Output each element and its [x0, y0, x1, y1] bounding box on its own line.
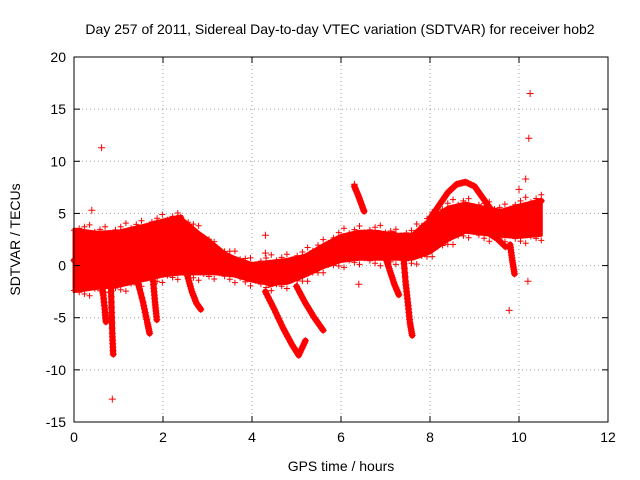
outlier-point [522, 175, 530, 183]
series-tail-5.0 [261, 288, 309, 359]
x-tick-label: 6 [337, 429, 345, 445]
series-tail-7.5 [399, 251, 416, 339]
arc-markers [506, 241, 518, 278]
series-arc-post-noon-rising [266, 230, 398, 288]
outlier-point [261, 231, 269, 239]
arc-markers [266, 230, 398, 288]
x-tick-label: 10 [511, 429, 527, 445]
series-main-band [71, 191, 545, 299]
outlier-point [524, 277, 532, 285]
y-tick-label: 20 [50, 49, 66, 65]
x-tick-label: 2 [159, 429, 167, 445]
x-tick-label: 8 [426, 429, 434, 445]
tick-labels: 0 2 4 6 8 10 12 -15 -10 -5 0 5 10 15 20 [46, 49, 616, 445]
series-tail-0.9 [107, 267, 117, 358]
chart-title: Day 257 of 2011, Sidereal Day-to-day VTE… [85, 21, 594, 37]
y-tick-label: 10 [50, 153, 66, 169]
series-outliers [88, 90, 534, 403]
x-tick-label: 4 [248, 429, 256, 445]
arc-markers [261, 288, 309, 359]
outlier-point [108, 395, 116, 403]
outlier-point [261, 249, 269, 257]
series-tail-9.9 [506, 241, 518, 278]
series-tail-1.8 [149, 277, 161, 324]
series-tail-0.7 [97, 267, 110, 326]
arc-markers [132, 272, 154, 337]
grid-lines [74, 57, 608, 422]
arc-markers [399, 251, 416, 339]
series-tail-5.6 [293, 282, 327, 334]
y-tick-label: 15 [50, 101, 66, 117]
arc-markers [382, 253, 403, 299]
series-tail-7.2 [382, 253, 403, 299]
series-arc-left-rising [70, 214, 185, 264]
arc-markers [149, 277, 161, 324]
series-tail-6.4 [350, 182, 368, 215]
y-tick-label: 0 [58, 258, 66, 274]
y-tick-label: 5 [58, 205, 66, 221]
outlier-point [505, 306, 513, 314]
y-tick-label: -10 [46, 362, 66, 378]
y-tick-label: -5 [54, 310, 67, 326]
x-axis-label: GPS time / hours [288, 458, 395, 474]
outlier-point [350, 180, 358, 188]
y-axis-label: SDTVAR / TECUs [7, 183, 23, 295]
outlier-point [515, 185, 523, 193]
arc-markers [97, 267, 110, 326]
x-tick-label: 0 [70, 429, 78, 445]
x-tick-label: 12 [600, 429, 616, 445]
arc-markers [184, 272, 205, 313]
arc-markers [453, 203, 510, 251]
band-fill [72, 198, 543, 294]
outlier-point [98, 144, 106, 152]
arc-markers [107, 267, 117, 358]
plot-frame [73, 56, 609, 423]
outlier-point [88, 206, 96, 214]
series-arc-mid-descending [168, 216, 265, 284]
outlier-point [526, 90, 534, 97]
arc-markers [350, 182, 368, 215]
outlier-point [355, 280, 363, 288]
outlier-point [525, 134, 533, 142]
series-tail-2.6 [184, 272, 205, 313]
arc-markers [168, 216, 265, 284]
y-tick-label: -15 [46, 414, 66, 430]
data-points [70, 90, 545, 403]
arc-markers [293, 282, 327, 334]
series-tail-1.6 [132, 272, 154, 337]
